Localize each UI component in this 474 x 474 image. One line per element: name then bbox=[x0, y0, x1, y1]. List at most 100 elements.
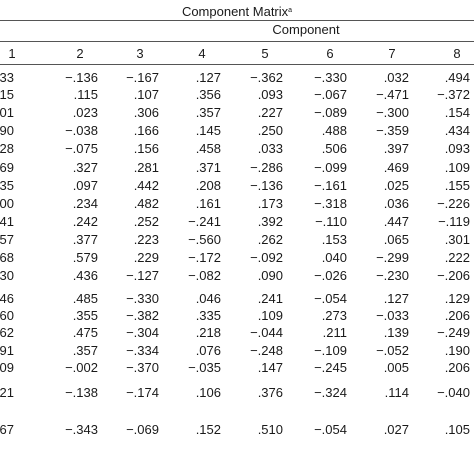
table-cell: .025 bbox=[383, 178, 409, 193]
column-header-1: 1 bbox=[8, 46, 16, 61]
table-cell: .147 bbox=[257, 360, 283, 375]
table-cell: –.162 bbox=[0, 325, 14, 340]
table-cell: .032 bbox=[383, 70, 409, 85]
table-cell: .521 bbox=[0, 385, 14, 400]
table-cell: .510 bbox=[257, 422, 283, 437]
table-cell: −.054 bbox=[314, 422, 347, 437]
table-cell: .109 bbox=[444, 160, 470, 175]
table-cell: .023 bbox=[72, 105, 98, 120]
table-cell: −.110 bbox=[315, 214, 347, 229]
table-cell: .242 bbox=[72, 214, 98, 229]
table-cell: .090 bbox=[257, 268, 283, 283]
table-cell: −.038 bbox=[65, 123, 98, 138]
table-cell: –.133 bbox=[0, 70, 14, 85]
table-cell: −.362 bbox=[250, 70, 283, 85]
table-cell: .267 bbox=[0, 422, 14, 437]
table-cell: −.174 bbox=[126, 385, 159, 400]
table-cell: −.127 bbox=[126, 268, 159, 283]
table-cell: −.372 bbox=[437, 87, 470, 102]
table-row: .115 .115 .107 .356 .093 −.067 −.471 −.372 bbox=[0, 86, 474, 103]
column-header-5: 5 bbox=[261, 46, 269, 61]
table-cell: .153 bbox=[321, 232, 347, 247]
table-cell: .065 bbox=[383, 232, 409, 247]
table-cell: .357 bbox=[72, 343, 98, 358]
table-cell: .152 bbox=[195, 422, 221, 437]
table-cell: .485 bbox=[72, 291, 98, 306]
table-cell: −.172 bbox=[188, 250, 221, 265]
table-cell: .156 bbox=[133, 141, 159, 156]
table-row: –.169 .327 .281 .371 −.286 −.099 .469 .109 bbox=[0, 159, 474, 176]
table-row: –.001 .023 .306 .357 .227 −.089 −.300 .154 bbox=[0, 104, 474, 121]
table-cell: .161 bbox=[195, 196, 221, 211]
table-cell: −.138 bbox=[65, 385, 98, 400]
column-header-row: 1 2 3 4 5 6 7 8 bbox=[0, 45, 474, 62]
table-row: –.028 −.075 .156 .458 .033 .506 .397 .093 bbox=[0, 140, 474, 157]
table-cell: .057 bbox=[0, 232, 14, 247]
table-cell: .076 bbox=[195, 343, 221, 358]
table-cell: .509 bbox=[0, 360, 14, 375]
table-cell: .376 bbox=[257, 385, 283, 400]
table-cell: .301 bbox=[444, 232, 470, 247]
table-cell: −.136 bbox=[65, 70, 98, 85]
table-cell: −.075 bbox=[65, 141, 98, 156]
table-cell: −.119 bbox=[438, 214, 470, 229]
table-cell: .273 bbox=[321, 308, 347, 323]
table-cell: .206 bbox=[444, 308, 470, 323]
table-cell: .327 bbox=[72, 160, 98, 175]
table-row: –.335 .097 .442 .208 −.136 −.161 .025 .155 bbox=[0, 177, 474, 194]
table-cell: −.560 bbox=[188, 232, 221, 247]
table-cell: .447 bbox=[383, 214, 409, 229]
table-cell: .041 bbox=[0, 214, 14, 229]
table-row: .041 .242 .252 −.241 .392 −.110 .447 −.119 bbox=[0, 213, 474, 230]
table-cell: .155 bbox=[444, 178, 470, 193]
table-cell: .154 bbox=[444, 105, 470, 120]
table-cell: .223 bbox=[133, 232, 159, 247]
table-cell: −.245 bbox=[314, 360, 347, 375]
table-cell: −.299 bbox=[376, 250, 409, 265]
column-header-7: 7 bbox=[388, 46, 396, 61]
table-cell: .127 bbox=[383, 291, 409, 306]
table-cell: −.300 bbox=[376, 105, 409, 120]
table-cell: −.099 bbox=[314, 160, 347, 175]
table-cell: –.030 bbox=[0, 268, 14, 283]
table-cell: .040 bbox=[321, 250, 347, 265]
table-cell: .190 bbox=[0, 123, 14, 138]
table-cell: −.318 bbox=[314, 196, 347, 211]
table-cell: .139 bbox=[383, 325, 409, 340]
table-cell: −.226 bbox=[437, 196, 470, 211]
table-cell: .357 bbox=[195, 105, 221, 120]
table-cell: –.000 bbox=[0, 196, 14, 211]
table-cell: .469 bbox=[383, 160, 409, 175]
table-cell: .093 bbox=[257, 87, 283, 102]
table-cell: −.109 bbox=[314, 343, 347, 358]
table-cell: .262 bbox=[257, 232, 283, 247]
table-cell: −.471 bbox=[376, 87, 409, 102]
table-cell: .397 bbox=[383, 141, 409, 156]
table-cell: .208 bbox=[195, 178, 221, 193]
table-cell: .046 bbox=[195, 291, 221, 306]
table-cell: .190 bbox=[444, 343, 470, 358]
column-header-8: 8 bbox=[453, 46, 461, 61]
table-cell: −.334 bbox=[126, 343, 159, 358]
table-cell: .107 bbox=[133, 87, 159, 102]
table-cell: −.082 bbox=[188, 268, 221, 283]
table-cell: −.241 bbox=[188, 214, 221, 229]
table-cell: .241 bbox=[257, 291, 283, 306]
table-cell: .173 bbox=[257, 196, 283, 211]
table-cell: .494 bbox=[444, 70, 470, 85]
table-row: –.000 .234 .482 .161 .173 −.318 .036 −.226 bbox=[0, 195, 474, 212]
table-cell: .206 bbox=[444, 360, 470, 375]
table-row: .521 −.138 −.174 .106 .376 −.324 .114 −.040 bbox=[0, 384, 474, 401]
table-title: Component Matrixa bbox=[0, 3, 474, 20]
table-cell: .371 bbox=[195, 160, 221, 175]
table-cell: −.069 bbox=[126, 422, 159, 437]
table-cell: –.160 bbox=[0, 308, 14, 323]
table-row: .190 −.038 .166 .145 .250 .488 −.359 .434 bbox=[0, 122, 474, 139]
table-row: .057 .377 .223 −.560 .262 .153 .065 .301 bbox=[0, 231, 474, 248]
header-rule bbox=[0, 64, 474, 65]
table-cell: –.001 bbox=[0, 105, 14, 120]
table-cell: .252 bbox=[133, 214, 159, 229]
table-cell: –.046 bbox=[0, 291, 14, 306]
table-cell: .068 bbox=[0, 250, 14, 265]
table-cell: −.161 bbox=[314, 178, 347, 193]
